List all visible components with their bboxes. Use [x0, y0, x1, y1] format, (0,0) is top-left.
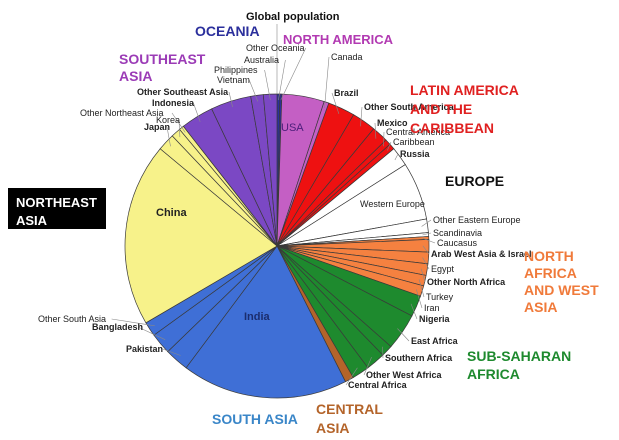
region-label-southeast-asia: SOUTHEAST ASIA — [119, 51, 206, 84]
region-label-europe: EUROPE — [445, 173, 504, 189]
slice-label-brazil: Brazil — [334, 88, 359, 98]
slice-label-caribbean: Caribbean — [393, 137, 435, 147]
slice-china — [124, 148, 278, 324]
leader-other-west-africa — [363, 356, 372, 376]
slice-label-russia: Russia — [400, 149, 431, 159]
slice-label-philippines: Philippines — [214, 65, 258, 75]
slice-label-scandinavia: Scandinavia — [433, 228, 482, 238]
leader-other-oceania — [280, 47, 307, 101]
slice-label-canada: Canada — [331, 52, 363, 62]
leader-japan — [166, 126, 171, 147]
slice-label-pakistan: Pakistan — [126, 344, 163, 354]
slice-label-korea: Korea — [156, 115, 180, 125]
slice-label-vietnam: Vietnam — [217, 75, 250, 85]
region-label-latin-america-and-the-caribbean: LATIN AMERICA AND THE CARIBBEAN — [410, 82, 519, 136]
leader-mexico — [374, 122, 377, 139]
slice-label-other-south-america: Other South America — [364, 102, 455, 112]
slice-label-other-south-asia: Other South Asia — [38, 314, 106, 324]
slice-label-southern-africa: Southern Africa — [385, 353, 453, 363]
leader-korea — [178, 119, 181, 138]
slice-label-other-northeast-asia: Other Northeast Asia — [80, 108, 164, 118]
slice-india — [185, 245, 346, 399]
slice-label-mexico: Mexico — [377, 118, 408, 128]
slice-label-other-west-africa: Other West Africa — [366, 370, 443, 380]
region-label-north-america: NORTH AMERICA — [283, 32, 394, 47]
slice-label-other-eastern-europe: Other Eastern Europe — [433, 215, 521, 225]
slice-label-egypt: Egypt — [431, 264, 455, 274]
leader-pakistan — [162, 348, 181, 356]
slice-label-nigeria: Nigeria — [419, 314, 451, 324]
leader-canada — [324, 56, 330, 109]
leader-vietnam — [248, 79, 259, 102]
leader-lines — [111, 24, 436, 386]
slice-label-turkey: Turkey — [426, 292, 454, 302]
slice-label-other-north-africa: Other North Africa — [427, 277, 506, 287]
leader-philippines — [264, 69, 271, 101]
slice-label-australia: Australia — [244, 55, 279, 65]
leader-scandinavia — [422, 232, 432, 236]
leader-caucasus — [422, 237, 436, 244]
leader-egypt — [422, 257, 430, 270]
region-label-north-africa-and-west-asia: NORTH AFRICA AND WEST ASIA — [524, 248, 599, 315]
leader-bangladesh — [137, 326, 166, 340]
leader-brazil — [331, 92, 340, 114]
labels: Australia Other Oceania OCEANIA USA Canada NO… — [8, 11, 599, 436]
leader-turkey — [418, 279, 425, 298]
slice-label-india: India — [244, 311, 271, 323]
leader-nigeria — [410, 303, 418, 320]
slice-label-central-africa: Central Africa — [348, 380, 408, 390]
slice-label-indonesia: Indonesia — [152, 98, 195, 108]
leader-central-africa — [345, 367, 358, 386]
region-label-south-asia: SOUTH ASIA — [212, 411, 298, 427]
region-label-oceania: OCEANIA — [195, 23, 260, 39]
leader-caribbean — [387, 141, 392, 151]
slice-label-other-southeast-asia: Other Southeast Asia — [137, 87, 229, 97]
region-label-central-asia: CENTRAL ASIA — [316, 401, 383, 436]
region-label-sub-saharan-africa: SUB-SAHARAN AFRICA — [467, 348, 571, 382]
leader-indonesia — [193, 102, 201, 123]
slice-label-caucasus: Caucasus — [437, 238, 478, 248]
slice-label-china: China — [156, 207, 187, 219]
region-label-northeast-asia: NORTHEAST ASIA — [16, 195, 97, 228]
slice-label-bangladesh: Bangladesh — [92, 322, 143, 332]
slice-label-usa: USA — [281, 122, 304, 134]
slice-label-japan: Japan — [144, 122, 170, 132]
leader-other-north-africa — [420, 268, 426, 283]
slice-label-western-europe: Western Europe — [360, 199, 425, 209]
leader-east-africa — [397, 328, 410, 342]
leader-other-south-america — [360, 106, 363, 127]
slice-label-other-oceania: Other Oceania — [246, 43, 305, 53]
region-label-box-northeast-asia — [8, 188, 106, 229]
leader-other-southeast-asia — [228, 91, 233, 108]
leader-other-south-asia — [111, 318, 155, 327]
slice-label-arab-west-asia-and-israel: Arab West Asia & Israel — [431, 249, 532, 259]
slice-label-east-africa: East Africa — [411, 336, 459, 346]
leader-russia — [394, 153, 399, 161]
pie-slices — [124, 93, 430, 399]
leader-other-northeast-asia — [171, 112, 186, 133]
leader-australia — [278, 59, 286, 101]
chart-title: Global population — [246, 11, 340, 23]
leader-arab-west-asia-and-israel — [422, 245, 430, 255]
leader-other-eastern-europe — [421, 219, 432, 227]
leader-iran — [416, 289, 423, 309]
leader-central-america — [383, 131, 385, 147]
slice-label-iran: Iran — [424, 303, 440, 313]
slice-label-central-america: Central America — [386, 127, 450, 137]
